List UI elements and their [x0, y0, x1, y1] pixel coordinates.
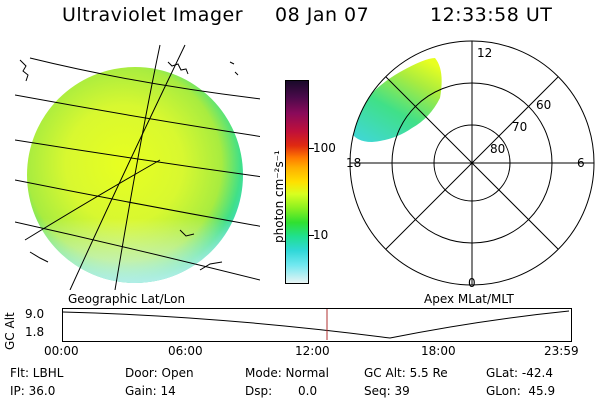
colorbar-gradient: [286, 81, 308, 283]
seq-info: Seq: 39: [364, 384, 410, 398]
dsp-info: Dsp:: [245, 384, 273, 398]
colorbar-tick-100: 100: [313, 141, 336, 155]
geo-caption: Geographic Lat/Lon: [68, 292, 186, 306]
time-tick-0600: 06:00: [168, 344, 203, 358]
glat-info: GLat: -42.4: [486, 366, 553, 380]
lat-label-60: 60: [536, 98, 552, 112]
altitude-ytick-9: 9.0: [25, 307, 45, 321]
apex-caption: Apex MLat/MLT: [424, 292, 514, 306]
instrument-title: Ultraviolet Imager: [62, 4, 244, 26]
altitude-ylabel: GC Alt: [3, 312, 17, 350]
gain-info: Gain: 14: [125, 384, 176, 398]
mlt-label-0: 0: [468, 276, 476, 290]
door-info: Door: Open: [125, 366, 194, 380]
lat-label-70: 70: [512, 120, 528, 134]
time-label: 12:33:58 UT: [430, 4, 553, 26]
colorbar-tickmark: [308, 235, 314, 236]
mlt-label-6: 6: [577, 156, 585, 170]
altitude-plot-frame: [62, 308, 572, 342]
colorbar-tick-10: 10: [313, 228, 329, 242]
colorbar-tickmark: [308, 148, 314, 149]
mlt-label-18: 18: [346, 156, 362, 170]
altitude-ytick-1-8: 1.8: [25, 325, 45, 339]
ip-info: IP: 36.0: [10, 384, 56, 398]
date-label: 08 Jan 07: [275, 4, 370, 26]
time-tick-2359: 23:59: [544, 344, 579, 358]
colorbar: [285, 80, 309, 284]
filter-info: Flt: LBHL: [10, 366, 64, 380]
glon-info: GLon: 45.9: [486, 384, 556, 398]
dsp-value: 0.0: [298, 384, 318, 398]
time-tick-1800: 18:00: [421, 344, 456, 358]
mlt-label-12: 12: [477, 46, 493, 60]
gcalt-info: GC Alt: 5.5 Re: [364, 366, 448, 380]
mode-info: Mode: Normal: [245, 366, 329, 380]
lat-label-80: 80: [490, 142, 506, 156]
time-tick-1200: 12:00: [295, 344, 330, 358]
time-tick-0000: 00:00: [44, 344, 79, 358]
